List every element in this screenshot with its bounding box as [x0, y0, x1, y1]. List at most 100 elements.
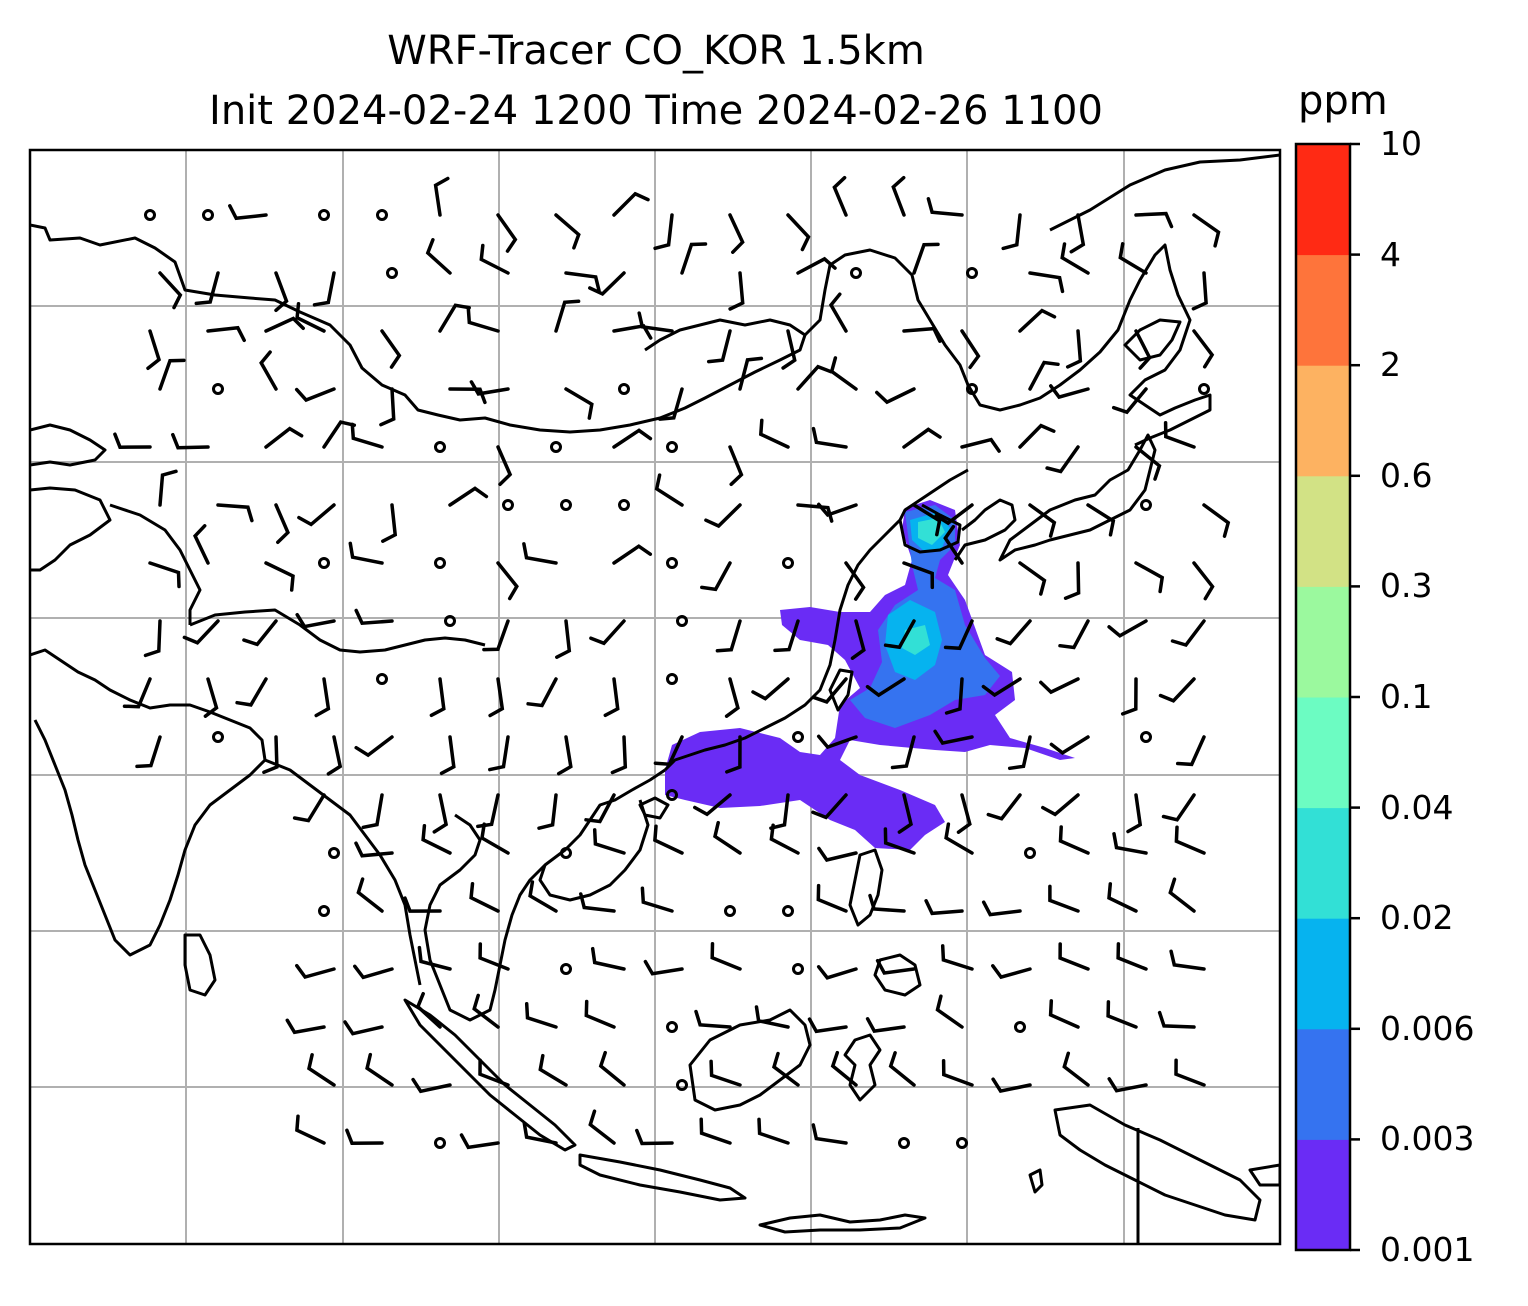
wind-barb	[830, 1050, 858, 1087]
wind-barb	[314, 677, 331, 718]
wind-barb	[960, 437, 1001, 453]
wind-barb	[1192, 561, 1215, 601]
wind-barb	[1048, 884, 1080, 913]
wind-barb	[312, 271, 336, 307]
wind-barb	[348, 541, 384, 565]
calm-wind-marker	[1140, 499, 1152, 511]
wind-barb	[956, 793, 972, 834]
wind-barb	[811, 793, 848, 820]
wind-barb	[1058, 825, 1090, 855]
wind-barb	[588, 271, 626, 296]
wind-barb	[902, 561, 935, 590]
wind-barb	[158, 271, 183, 310]
wind-barb	[940, 944, 974, 971]
wind-barb	[934, 503, 974, 526]
wind-barb	[728, 271, 745, 311]
calm-wind-marker	[560, 499, 572, 511]
map-frame	[28, 148, 1282, 1246]
wind-barb	[637, 311, 674, 333]
wind-barb	[1126, 793, 1143, 834]
colorbar-tick-label: 0.04	[1380, 787, 1454, 827]
wind-barb	[960, 329, 981, 370]
wind-barb	[883, 619, 916, 650]
colorbar-bin	[1296, 1139, 1350, 1251]
wind-barb	[865, 1017, 906, 1033]
colorbar	[1294, 142, 1360, 1252]
wind-barb	[524, 1002, 558, 1029]
wind-barb	[135, 735, 162, 769]
wind-barb	[496, 445, 513, 487]
wind-barb	[526, 677, 558, 708]
calm-wind-marker	[212, 383, 224, 395]
wind-barb	[158, 358, 186, 391]
calm-wind-marker	[434, 557, 446, 569]
tracer-plume-core	[902, 518, 945, 655]
wind-barb	[640, 886, 674, 913]
indochina-east-coast	[538, 799, 650, 902]
wind-barb	[1049, 384, 1090, 400]
wind-barb	[448, 387, 487, 405]
wind-barb	[704, 503, 742, 529]
calm-wind-marker	[376, 209, 388, 221]
wind-barb	[242, 619, 278, 647]
wind-barb	[680, 242, 708, 275]
wind-barb	[459, 1133, 500, 1150]
central-asia-border	[30, 423, 112, 572]
wind-barb	[1063, 561, 1081, 600]
wind-barb	[612, 544, 653, 565]
wind-barb	[981, 677, 1022, 698]
wind-barb	[294, 387, 336, 403]
wind-barb	[307, 1053, 336, 1087]
wind-barb	[816, 502, 858, 518]
wind-barb	[875, 958, 916, 975]
wind-barb	[1018, 308, 1057, 333]
wind-barb	[555, 619, 572, 659]
wind-barb	[1107, 882, 1138, 913]
calm-wind-marker	[724, 905, 736, 917]
calm-wind-marker	[560, 847, 572, 859]
calm-wind-marker	[676, 615, 688, 627]
calm-wind-marker	[792, 963, 804, 975]
calm-wind-marker	[618, 499, 630, 511]
wind-barb	[479, 243, 510, 275]
wind-barb	[1174, 1058, 1206, 1087]
wind-barb	[554, 299, 581, 333]
wind-barb	[365, 1052, 394, 1087]
wind-barb	[295, 301, 326, 333]
wind-barbs	[113, 175, 1231, 1150]
wind-barb	[564, 271, 601, 293]
wind-barb	[361, 793, 384, 830]
wind-barb	[1163, 420, 1196, 449]
wind-barb	[466, 306, 500, 333]
wind-barb	[643, 959, 684, 976]
wind-barb	[658, 387, 684, 421]
calm-wind-marker	[386, 267, 398, 279]
wind-barb	[728, 445, 744, 487]
wind-barb	[584, 999, 616, 1029]
wind-barb	[203, 677, 219, 718]
wind-barb	[612, 428, 653, 449]
calm-wind-marker	[666, 673, 678, 685]
wind-barb	[728, 213, 745, 254]
sulawesi	[843, 1033, 882, 1102]
wind-barb	[584, 793, 616, 824]
map-title-line2: Init 2024-02-24 1200 Time 2024-02-26 110…	[209, 88, 1103, 134]
wind-barb	[769, 793, 790, 830]
wind-barb	[295, 612, 336, 629]
lesser-sunda	[758, 1213, 927, 1234]
wind-barb	[653, 824, 684, 855]
colorbar-tick-label: 10	[1380, 124, 1422, 163]
calm-wind-marker	[618, 383, 630, 395]
wind-barb	[482, 619, 510, 652]
wind-barb	[610, 735, 628, 775]
calm-wind-marker	[318, 557, 330, 569]
wind-barb	[1112, 832, 1148, 855]
wind-barb	[1048, 999, 1080, 1029]
new-guinea	[1053, 1103, 1262, 1222]
wind-barb	[1168, 877, 1196, 913]
calm-wind-marker	[666, 1021, 678, 1033]
calm-wind-marker	[782, 557, 794, 569]
calm-wind-marker	[376, 673, 388, 685]
wind-barb	[403, 896, 442, 913]
